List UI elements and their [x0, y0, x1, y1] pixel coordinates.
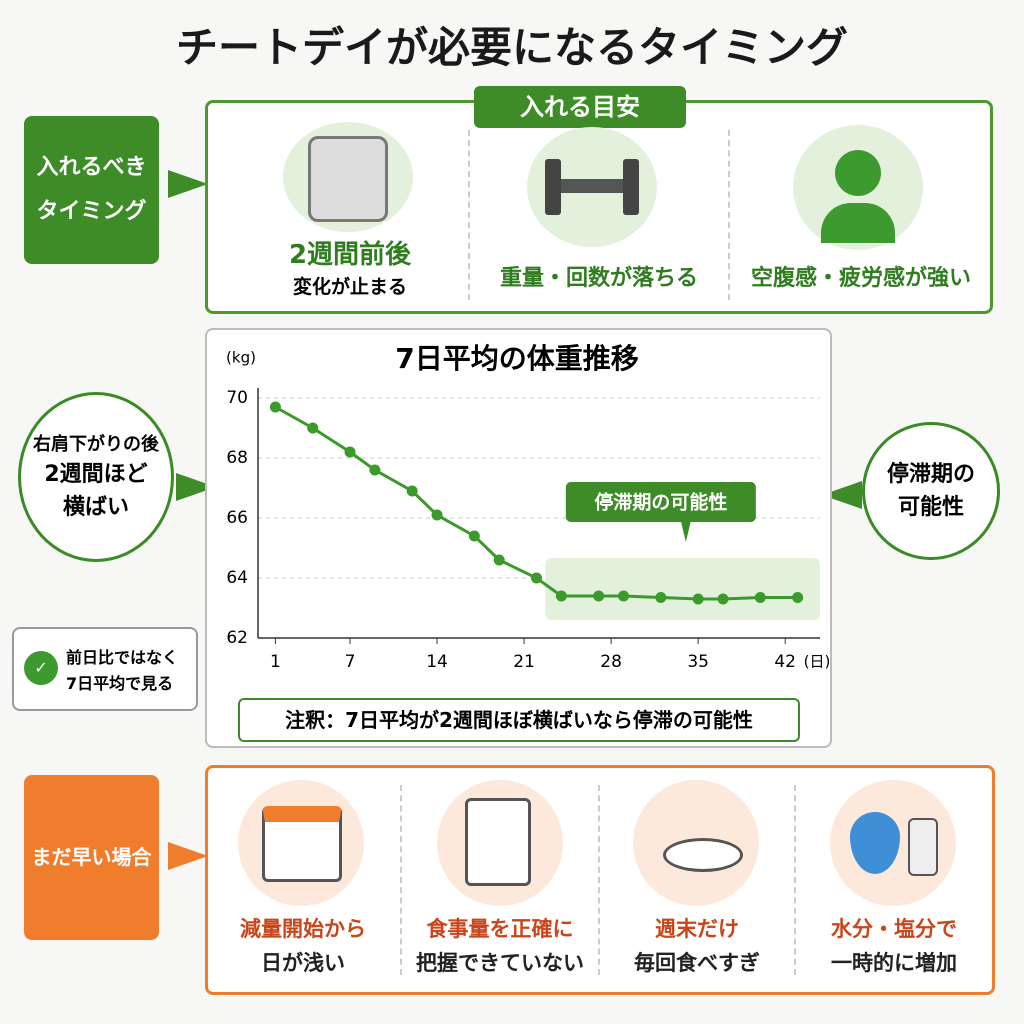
- point: [468, 530, 480, 542]
- text: 右肩下がりの後: [33, 433, 159, 455]
- item-subtitle: 変化が止まる: [292, 276, 407, 298]
- text: 毎回食べすぎ: [634, 951, 760, 975]
- icon-notepad: [437, 780, 563, 906]
- y-tick-label: 62: [226, 628, 248, 648]
- y-tick-label: 68: [226, 448, 248, 468]
- point: [531, 572, 543, 584]
- icon-water-salt: [830, 780, 956, 906]
- point: [618, 590, 630, 602]
- plateau-highlight: [545, 558, 820, 620]
- item-title: 重量・回数が落ちる: [499, 266, 698, 291]
- text: 日が浅い: [261, 951, 345, 975]
- point: [754, 592, 766, 603]
- x-tick-label: 1: [270, 652, 281, 672]
- text: 減量開始から: [240, 917, 366, 941]
- text: 把握できていない: [416, 951, 584, 975]
- text: 可能性: [897, 495, 964, 520]
- text: 2週間ほど: [44, 461, 148, 487]
- point: [655, 592, 667, 603]
- text: 一時的に増加: [831, 951, 957, 975]
- text: 入れるべき: [36, 155, 147, 180]
- icon-scale: [283, 122, 413, 232]
- item-title: 2週間前後: [288, 240, 412, 270]
- header: 入れる目安: [474, 86, 686, 128]
- point: [493, 554, 505, 566]
- check-note: ✓ 前日比ではなく 7日平均で見る: [12, 627, 198, 711]
- annotation-box: [565, 482, 756, 522]
- footnote: 注釈：7日平均が2週間ほぼ横ばいなら停滞の可能性: [238, 698, 800, 742]
- point: [692, 593, 704, 605]
- annotation: 停滞期の可能性: [565, 482, 756, 542]
- y-tick-label: 64: [226, 568, 248, 588]
- right-bubble: 停滞期の 可能性: [862, 422, 1000, 560]
- point: [406, 485, 418, 497]
- icon-tired: [793, 125, 923, 250]
- y-tick-label: 70: [226, 388, 248, 408]
- divider: [400, 785, 402, 975]
- point: [344, 446, 356, 458]
- item: 水分・塩分で 一時的に増加: [796, 912, 992, 980]
- text: 横ばい: [62, 494, 129, 520]
- text: 水分・塩分で: [831, 917, 957, 941]
- text: 停滞期の: [886, 462, 975, 487]
- divider: [794, 785, 796, 975]
- title: チートデイが必要になるタイミング: [175, 23, 848, 72]
- item-title: 空腹感・疲労感が強い: [750, 266, 971, 291]
- annotation-pointer: [680, 521, 691, 542]
- x-tick-label: 35: [687, 652, 709, 672]
- check-icon: ✓: [24, 651, 58, 685]
- side-label: 入れるべきタイミング: [24, 116, 159, 264]
- x-tick-label: 21: [513, 652, 535, 672]
- arrow: [168, 842, 208, 870]
- text: 前日比ではなく: [66, 648, 179, 667]
- chart-title: 7日平均の体重推移: [395, 342, 638, 375]
- y-tick-label: 66: [226, 508, 248, 528]
- point: [269, 401, 281, 413]
- x-tick-label: 14: [426, 652, 448, 672]
- text: 7日平均で見る: [66, 674, 174, 693]
- icon-calendar: [238, 780, 364, 906]
- x-tick-label: 28: [600, 652, 622, 672]
- left-bubble: 右肩下がりの後 2週間ほど横ばい: [18, 392, 174, 562]
- point: [555, 590, 567, 602]
- x-label: (日): [804, 653, 831, 671]
- chart: 7日平均の体重推移 (kg) (日) 62 64 66 68 70 1 7 14 21 28 35 4…: [226, 342, 831, 672]
- annotation-text: 停滞期の可能性: [594, 491, 727, 514]
- item: 週末だけ毎回食べすぎ: [600, 912, 794, 980]
- x-tick-label: 42: [774, 652, 796, 672]
- text: タイミング: [36, 199, 147, 224]
- x-tick-label: 7: [345, 652, 356, 672]
- item: 食事量を正確に 把握できていない: [402, 912, 598, 980]
- side-label: まだ早い場合: [24, 775, 159, 940]
- divider: [728, 130, 730, 300]
- point: [792, 592, 804, 603]
- icon-plate: [633, 780, 759, 906]
- point: [431, 509, 443, 521]
- point: [307, 422, 319, 434]
- text: 食事量を正確に: [426, 917, 574, 941]
- divider: [598, 785, 600, 975]
- item: 減量開始から 日が浅い: [208, 912, 398, 980]
- y-label: (kg): [226, 349, 256, 367]
- text: 週末だけ: [655, 917, 739, 941]
- icon-dumbbell: [527, 127, 657, 247]
- point: [369, 464, 381, 476]
- divider: [468, 130, 470, 300]
- point: [593, 590, 605, 602]
- point: [717, 593, 729, 605]
- arrow: [168, 170, 208, 198]
